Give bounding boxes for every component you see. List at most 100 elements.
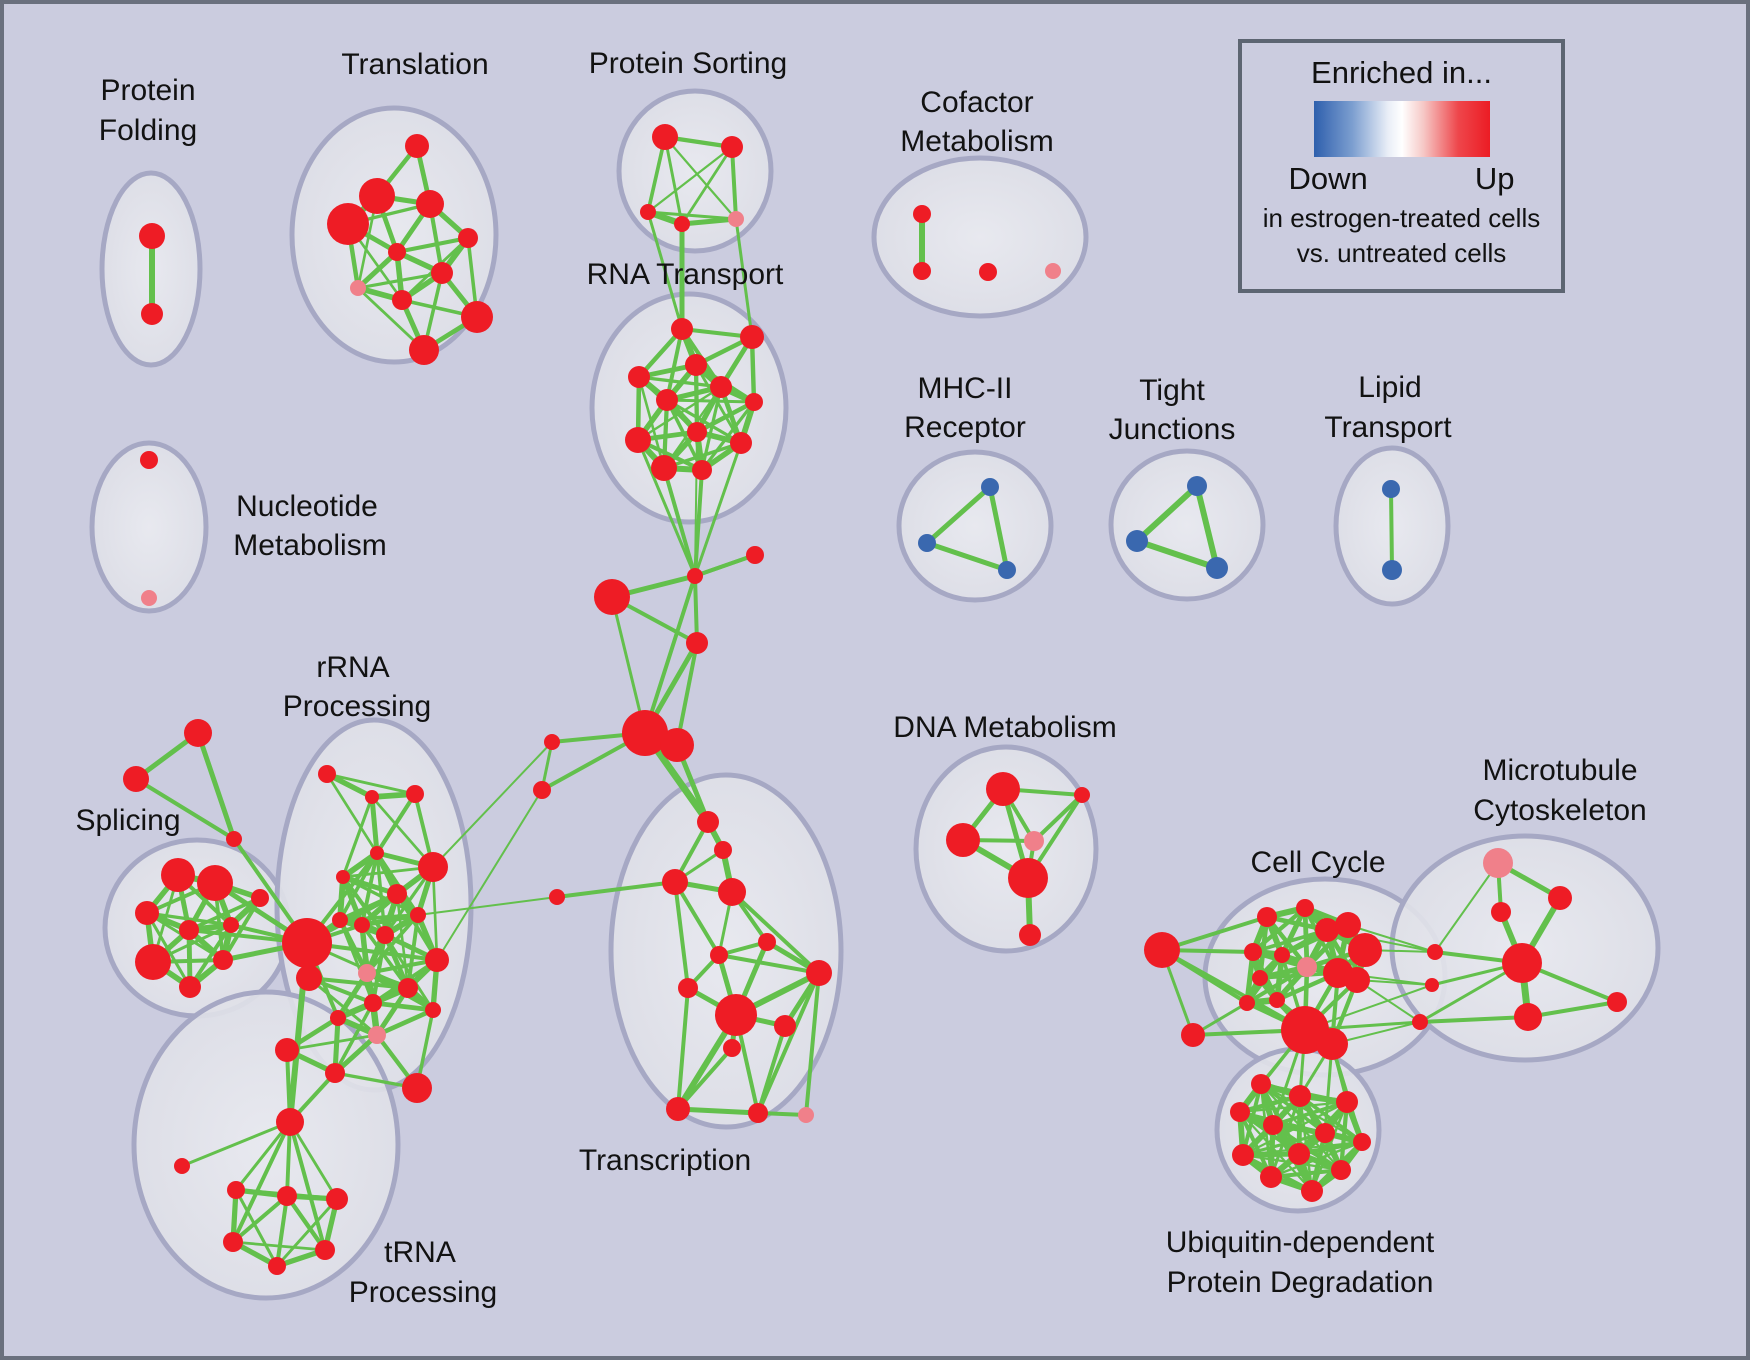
network-edge — [643, 574, 697, 735]
gene-set-node — [1019, 924, 1041, 946]
gene-set-node — [1263, 1115, 1283, 1135]
gene-set-node — [425, 1002, 441, 1018]
network-edge — [730, 890, 821, 975]
network-edge — [432, 741, 553, 868]
cluster-label-dn: DNA Metabolism — [893, 711, 1116, 744]
gene-set-node — [1491, 902, 1511, 922]
cluster-label-ps: Protein Sorting — [589, 47, 787, 80]
network-edge — [676, 1046, 734, 1111]
gene-set-node — [1126, 530, 1148, 552]
gene-set-node — [979, 263, 997, 281]
network-edge — [730, 145, 738, 221]
gene-set-node — [652, 124, 678, 150]
network-edge — [673, 880, 721, 957]
gene-set-node — [354, 917, 370, 933]
network-edge — [234, 1120, 292, 1192]
network-edge — [288, 1120, 339, 1201]
gene-set-node — [728, 211, 744, 227]
gene-set-node — [662, 869, 688, 895]
network-nodes — [123, 124, 1627, 1275]
gene-set-node — [326, 1188, 348, 1210]
gene-set-node — [227, 1181, 245, 1199]
network-edge — [134, 777, 236, 841]
network-edge — [307, 976, 379, 1037]
gene-set-node — [1336, 1091, 1358, 1113]
gene-set-node — [745, 393, 763, 411]
gene-set-node — [350, 280, 366, 296]
gene-set-node — [1260, 1166, 1282, 1188]
gene-set-node — [594, 579, 630, 615]
network-edge — [756, 971, 821, 1115]
gene-set-node — [1257, 907, 1277, 927]
gene-set-node — [135, 944, 171, 980]
gene-set-node — [1548, 886, 1572, 910]
cluster-label-pf: Protein — [100, 74, 195, 107]
cluster-label-tx: Transcription — [579, 1144, 751, 1177]
gene-set-node — [282, 918, 332, 968]
gene-set-node — [1607, 992, 1627, 1012]
gene-set-node — [140, 451, 158, 469]
color-legend: Enriched in... Down Up in estrogen-treat… — [1238, 39, 1565, 293]
network-edge — [665, 398, 756, 404]
network-edge — [637, 375, 723, 389]
cluster-label-rr: Processing — [283, 690, 431, 723]
gene-set-node — [1382, 480, 1400, 498]
gene-set-node — [135, 901, 159, 925]
gene-set-node — [981, 478, 999, 496]
network-edge — [1271, 1100, 1349, 1127]
network-edge — [395, 236, 470, 254]
network-edge — [693, 441, 743, 578]
gene-set-node — [184, 719, 212, 747]
gene-set-node — [336, 870, 350, 884]
gene-set-node — [798, 1107, 814, 1123]
cluster-label-mt: Microtubule — [1482, 754, 1637, 787]
cluster-ellipse-cf — [871, 155, 1089, 319]
gene-set-node — [710, 946, 728, 964]
gene-set-node — [368, 1026, 386, 1044]
network-edge — [1251, 928, 1329, 954]
gene-set-node — [318, 765, 336, 783]
cluster-label-tr: Processing — [349, 1276, 497, 1309]
gene-set-node — [1502, 943, 1542, 983]
gene-set-node — [1289, 1085, 1311, 1107]
cluster-ellipse-tj — [1108, 448, 1266, 602]
legend-gradient-bar — [1313, 101, 1490, 157]
network-edge — [693, 468, 704, 578]
cluster-label-lt: Lipid — [1358, 371, 1421, 404]
gene-set-node — [1348, 933, 1382, 967]
network-edge — [356, 286, 426, 352]
network-edge — [1526, 1000, 1619, 1019]
gene-set-node — [364, 994, 382, 1012]
gene-set-node — [398, 978, 418, 998]
network-edge — [374, 791, 418, 856]
gene-set-node — [1514, 1003, 1542, 1031]
gene-set-node — [458, 228, 478, 248]
gene-set-node — [359, 178, 395, 214]
cluster-label-ub: Protein Degradation — [1167, 1266, 1434, 1299]
network-edge — [341, 795, 374, 879]
cluster-label-rt: RNA Transport — [587, 258, 784, 291]
network-edge — [555, 880, 677, 899]
cluster-label-mt: Cytoskeleton — [1473, 794, 1646, 827]
gene-set-node — [1274, 947, 1290, 963]
gene-set-node — [746, 546, 764, 564]
network-edge — [665, 398, 743, 445]
cluster-label-ub: Ubiquitin-dependent — [1166, 1226, 1435, 1259]
cluster-ellipse-tl — [289, 105, 499, 365]
gene-set-node — [425, 948, 449, 972]
network-edge — [1250, 905, 1308, 955]
network-edge — [360, 923, 410, 990]
gene-set-node — [388, 243, 406, 261]
network-edge — [406, 913, 420, 990]
gene-set-node — [1269, 992, 1285, 1008]
gene-set-node — [1331, 1160, 1351, 1180]
gene-set-node — [139, 223, 165, 249]
gene-set-node — [1230, 1102, 1250, 1122]
gene-set-node — [718, 878, 746, 906]
network-edge — [284, 1193, 328, 1253]
network-edge — [663, 135, 738, 221]
cluster-label-rr: rRNA — [316, 651, 389, 684]
legend-up-label: Up — [1474, 161, 1515, 196]
network-edge — [307, 976, 410, 990]
gene-set-node — [197, 865, 233, 901]
